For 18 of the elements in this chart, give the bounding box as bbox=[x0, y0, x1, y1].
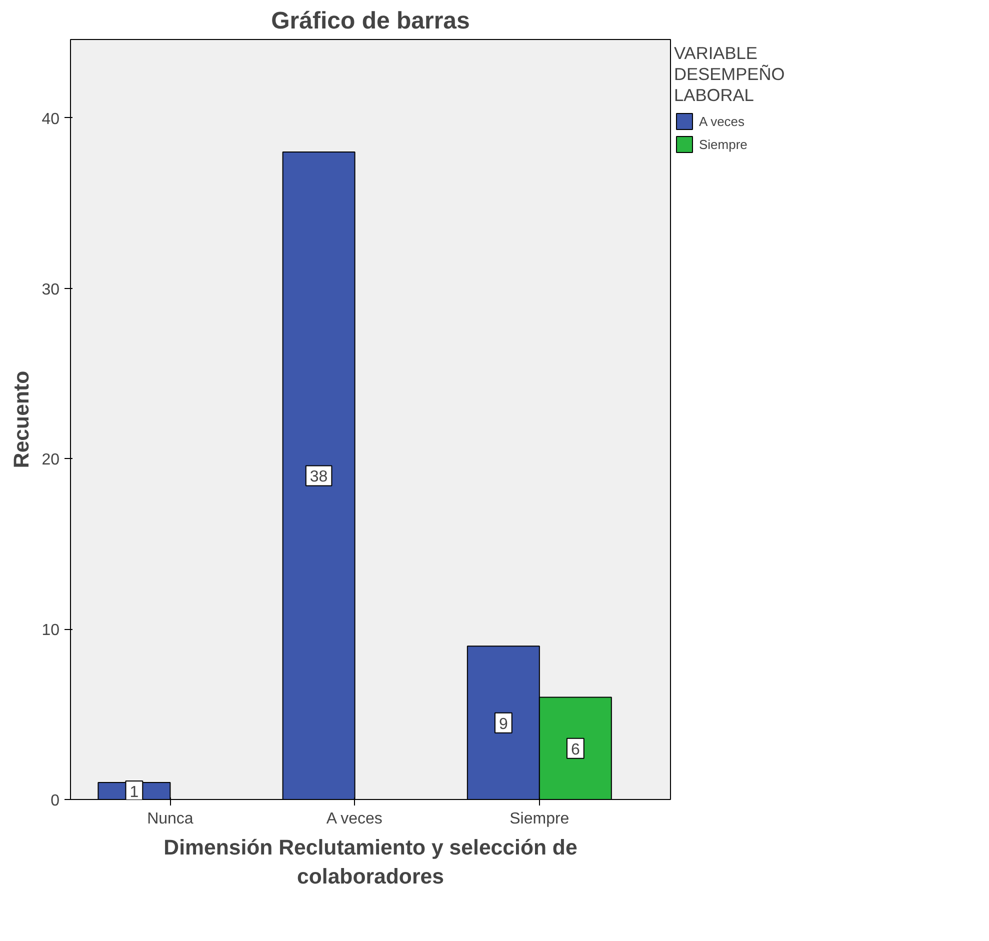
x-axis-title: Dimensión Reclutamiento y selección de colaboradores bbox=[164, 836, 578, 888]
y-tick-label: 10 bbox=[42, 622, 60, 640]
data-label: 1 bbox=[130, 784, 139, 801]
x-tick-label: Siempre bbox=[510, 810, 570, 828]
y-tick-label: 0 bbox=[50, 792, 60, 810]
x-tick-label: A veces bbox=[326, 810, 382, 828]
data-label: 9 bbox=[498, 716, 508, 733]
legend-label: Siempre bbox=[699, 136, 748, 152]
data-label: 38 bbox=[310, 468, 328, 486]
y-tick-label: 20 bbox=[42, 452, 60, 469]
chart-title: Gráfico de barras bbox=[271, 8, 470, 34]
y-tick-label: 30 bbox=[42, 281, 60, 298]
legend-label: A veces bbox=[699, 114, 745, 128]
y-tick-label: 40 bbox=[42, 110, 60, 128]
y-axis-title: Recuento bbox=[10, 370, 34, 468]
x-tick-label: Nunca bbox=[147, 810, 194, 828]
data-label: 6 bbox=[570, 741, 580, 758]
legend-title: VARIABLE DESEMPEÑO LABORAL bbox=[674, 43, 785, 106]
